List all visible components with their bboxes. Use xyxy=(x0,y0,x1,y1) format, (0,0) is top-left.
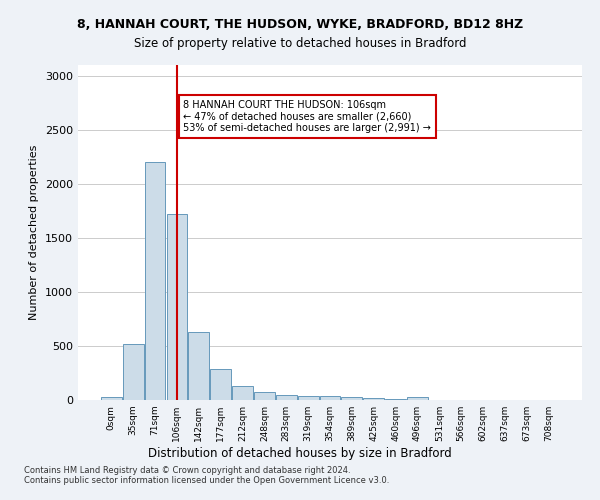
Bar xyxy=(123,344,143,400)
Bar xyxy=(188,332,209,400)
Bar xyxy=(101,397,122,400)
Text: 8 HANNAH COURT THE HUDSON: 106sqm
← 47% of detached houses are smaller (2,660)
5: 8 HANNAH COURT THE HUDSON: 106sqm ← 47% … xyxy=(184,100,431,134)
Text: Distribution of detached houses by size in Bradford: Distribution of detached houses by size … xyxy=(148,448,452,460)
Bar xyxy=(167,214,187,400)
Bar xyxy=(276,395,296,400)
Y-axis label: Number of detached properties: Number of detached properties xyxy=(29,145,40,320)
Bar xyxy=(145,162,166,400)
Bar xyxy=(210,368,231,400)
Bar xyxy=(298,396,319,400)
Bar xyxy=(341,398,362,400)
Text: Size of property relative to detached houses in Bradford: Size of property relative to detached ho… xyxy=(134,38,466,51)
Text: 8, HANNAH COURT, THE HUDSON, WYKE, BRADFORD, BD12 8HZ: 8, HANNAH COURT, THE HUDSON, WYKE, BRADF… xyxy=(77,18,523,30)
Bar xyxy=(320,396,340,400)
Bar xyxy=(254,392,275,400)
Text: Contains HM Land Registry data © Crown copyright and database right 2024.
Contai: Contains HM Land Registry data © Crown c… xyxy=(24,466,389,485)
Bar xyxy=(407,398,428,400)
Bar xyxy=(232,386,253,400)
Bar xyxy=(364,398,384,400)
